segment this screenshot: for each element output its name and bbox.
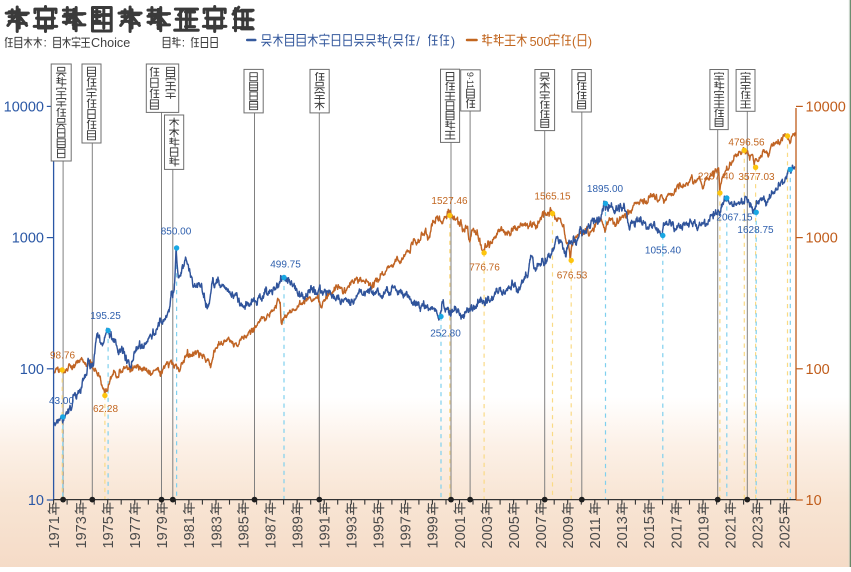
svg-text:1999: 1999 [426, 516, 442, 548]
svg-text:2005: 2005 [507, 516, 523, 548]
svg-text:/: / [416, 35, 420, 49]
svg-text:1989: 1989 [290, 516, 306, 548]
svg-text:500: 500 [530, 35, 551, 49]
svg-text:): ) [451, 35, 455, 49]
svg-text:1975: 1975 [101, 516, 117, 548]
svg-text:1000: 1000 [806, 231, 838, 247]
svg-text:2019: 2019 [696, 516, 712, 548]
svg-text:1995: 1995 [372, 516, 388, 548]
svg-text:1983: 1983 [209, 516, 225, 548]
svg-text:1981: 1981 [182, 516, 198, 548]
svg-text:1971: 1971 [47, 516, 63, 548]
svg-text:2025: 2025 [778, 516, 794, 548]
svg-text::: : [182, 36, 185, 50]
svg-text:776.76: 776.76 [469, 263, 500, 274]
svg-text:2011: 2011 [588, 517, 604, 548]
svg-text:43.00: 43.00 [49, 396, 74, 407]
svg-text:1993: 1993 [345, 516, 361, 548]
svg-text:): ) [588, 35, 592, 49]
svg-text:2015: 2015 [642, 516, 658, 548]
svg-text:2237.40: 2237.40 [698, 172, 735, 183]
svg-text:1895.00: 1895.00 [587, 184, 624, 195]
svg-text:98.76: 98.76 [50, 351, 75, 362]
svg-text:1985: 1985 [236, 516, 252, 548]
svg-text:10: 10 [28, 493, 44, 509]
svg-text:9·11: 9·11 [465, 72, 475, 89]
svg-text:2001: 2001 [453, 516, 469, 548]
svg-text:(: ( [388, 35, 393, 49]
svg-text:1973: 1973 [74, 516, 90, 548]
svg-text:1987: 1987 [263, 516, 279, 548]
svg-text:1055.40: 1055.40 [645, 246, 682, 257]
svg-text:100: 100 [20, 362, 44, 378]
svg-text:252.80: 252.80 [430, 329, 461, 340]
svg-text:100: 100 [806, 362, 830, 378]
svg-text:1997: 1997 [399, 516, 415, 548]
svg-text:2013: 2013 [615, 516, 631, 548]
svg-text:2023: 2023 [751, 516, 767, 548]
svg-text:2017: 2017 [669, 516, 685, 548]
svg-text:1991: 1991 [318, 516, 334, 548]
svg-text:10000: 10000 [806, 99, 846, 115]
svg-text:676.53: 676.53 [557, 271, 588, 282]
svg-text:850.00: 850.00 [161, 227, 192, 238]
svg-text:2021: 2021 [723, 516, 739, 548]
svg-text:1979: 1979 [155, 516, 171, 548]
svg-text:1628.75: 1628.75 [737, 225, 774, 236]
svg-text:2067.15: 2067.15 [716, 213, 753, 224]
svg-text::: : [44, 36, 47, 50]
svg-text:4796.56: 4796.56 [728, 138, 765, 149]
svg-text:499.75: 499.75 [270, 260, 301, 271]
svg-text:1977: 1977 [128, 516, 144, 548]
svg-text:2009: 2009 [561, 516, 577, 548]
svg-text:10000: 10000 [4, 99, 44, 115]
svg-text:Choice: Choice [91, 36, 130, 50]
svg-text:10: 10 [806, 493, 822, 509]
svg-text:1565.15: 1565.15 [534, 192, 571, 203]
svg-text:2007: 2007 [534, 516, 550, 548]
svg-text:1000: 1000 [12, 231, 44, 247]
svg-text:(: ( [572, 35, 577, 49]
svg-text:62.28: 62.28 [93, 404, 118, 415]
svg-text:3577.03: 3577.03 [738, 172, 775, 183]
svg-text:1527.46: 1527.46 [431, 196, 468, 207]
svg-text:195.25: 195.25 [90, 311, 121, 322]
svg-text:2003: 2003 [480, 516, 496, 548]
